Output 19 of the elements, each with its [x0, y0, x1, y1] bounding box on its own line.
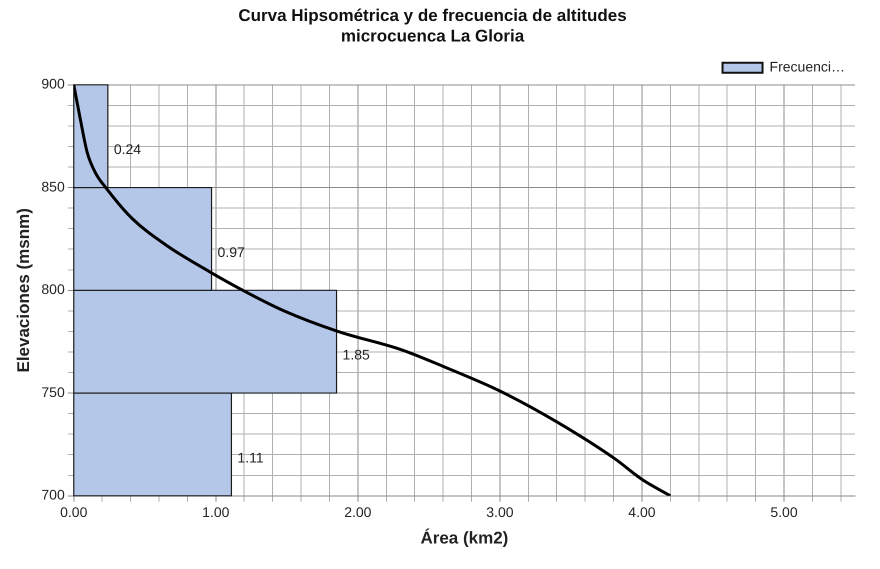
- data-label: 1.11: [237, 449, 264, 466]
- x-axis-title: Área (km2): [420, 527, 508, 548]
- x-tick-label: 1.00: [202, 504, 230, 520]
- x-tick-label: 0.00: [60, 504, 88, 520]
- y-tick-label: 800: [41, 281, 65, 298]
- y-tick-label: 900: [41, 76, 65, 92]
- data-label: 0.97: [218, 244, 246, 260]
- x-tick-label: 2.00: [344, 504, 372, 520]
- legend-label: Frecuenci…: [770, 58, 845, 75]
- x-tick-label: 3.00: [486, 504, 514, 520]
- x-tick-label: 4.00: [628, 504, 656, 520]
- data-label: 0.24: [114, 141, 142, 158]
- y-axis-title: Elevaciones (msnm): [14, 208, 33, 373]
- y-tick-label: 700: [41, 486, 65, 503]
- y-tick-label: 850: [41, 178, 65, 194]
- y-tick-label: 750: [41, 384, 65, 400]
- chart-title: Curva Hipsométrica y de frecuencia de altitudes microcuenca La Gloria: [238, 6, 627, 46]
- data-label: 1.85: [342, 346, 370, 363]
- x-tick-label: 5.00: [770, 504, 798, 520]
